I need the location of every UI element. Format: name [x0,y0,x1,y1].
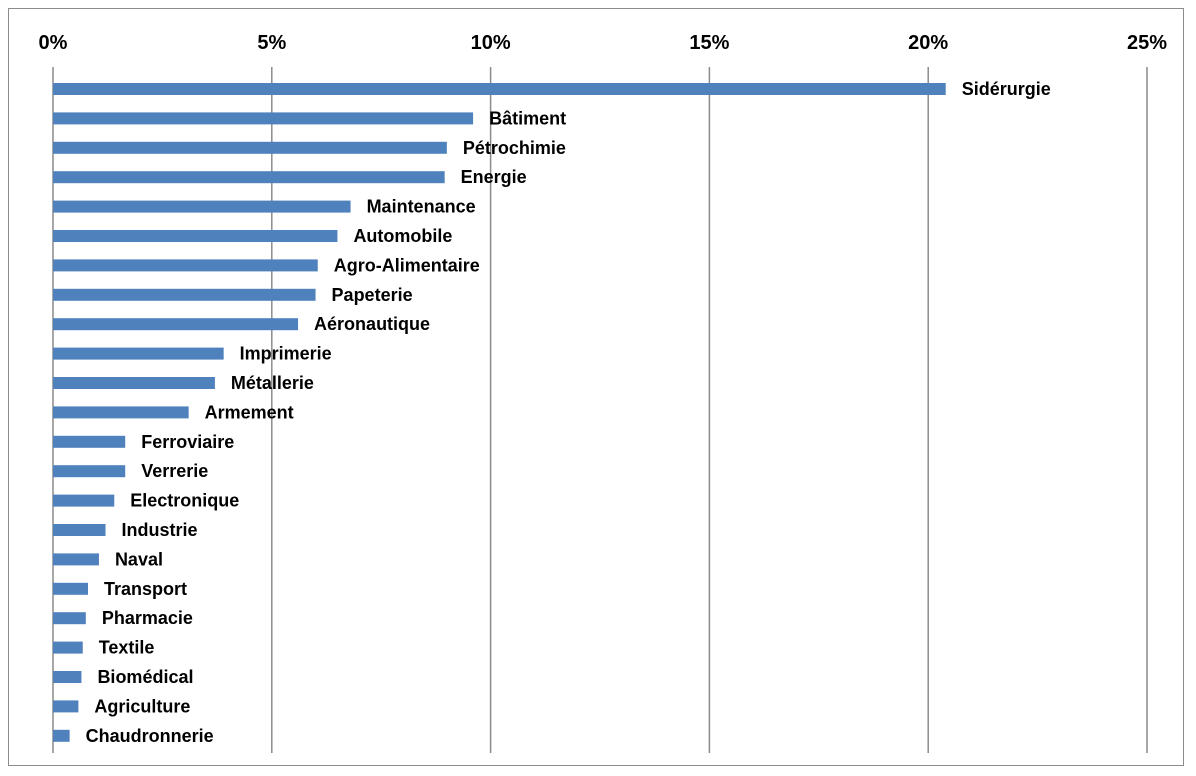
bar [53,112,474,125]
bar [53,641,83,654]
bar-label: Sidérurgie [962,79,1051,99]
x-tick-label: 20% [908,32,948,54]
bar-label: Papeterie [332,285,413,305]
bar-label: Maintenance [367,197,476,217]
bar [53,318,299,331]
bar [53,582,89,595]
bar [53,524,106,536]
bar [53,288,316,301]
bar [53,553,99,566]
bar [53,671,82,683]
bar [53,230,338,242]
bar-label: Imprimerie [240,344,332,364]
bar-label: Ferroviaire [141,432,234,452]
bar [53,141,447,154]
bar [53,465,126,478]
bar [53,377,215,389]
bar-label: Industrie [122,520,198,540]
chart-frame: 0% 5% 10% 15% 20% 25% Sidérurgie Bâtiment Pétro… [8,8,1184,766]
bar [53,347,224,360]
bar [53,406,189,419]
x-tick-label: 25% [1127,32,1167,54]
bar-labels: Sidérurgie Bâtiment Pétrochimie Energie Main… [86,79,1051,746]
bar-label: Aéronautique [314,314,430,334]
bar [53,259,318,272]
bar-label: Métallerie [231,373,314,393]
bar-label: Pétrochimie [463,138,566,158]
bar-label: Agriculture [94,696,190,716]
bar [53,171,445,184]
bar-label: Biomédical [97,667,193,687]
bar [53,200,351,213]
bar-chart: 0% 5% 10% 15% 20% 25% Sidérurgie Bâtiment Pétro… [39,32,1168,753]
bars [53,83,946,742]
x-axis-ticks: 0% 5% 10% 15% 20% 25% [39,32,1168,54]
bar-label: Chaudronnerie [86,726,214,746]
bar [53,729,70,742]
bar [53,435,126,448]
bar [53,612,86,625]
bar-label: Bâtiment [489,108,566,128]
bar [53,494,115,507]
x-tick-label: 10% [471,32,511,54]
bar-label: Textile [99,638,155,658]
x-tick-label: 0% [39,32,68,54]
bar-label: Armement [205,402,294,422]
bar-label: Transport [104,579,187,599]
bar-label: Agro-Alimentaire [334,255,480,275]
bar-label: Naval [115,549,163,569]
bar [53,700,79,713]
bar-label: Automobile [353,226,452,246]
bar-label: Electronique [130,491,239,511]
bar-label: Pharmacie [102,608,193,628]
bar-label: Energie [461,167,527,187]
x-tick-label: 15% [689,32,729,54]
x-tick-label: 5% [257,32,286,54]
bar [53,83,946,95]
bar-label: Verrerie [141,461,208,481]
